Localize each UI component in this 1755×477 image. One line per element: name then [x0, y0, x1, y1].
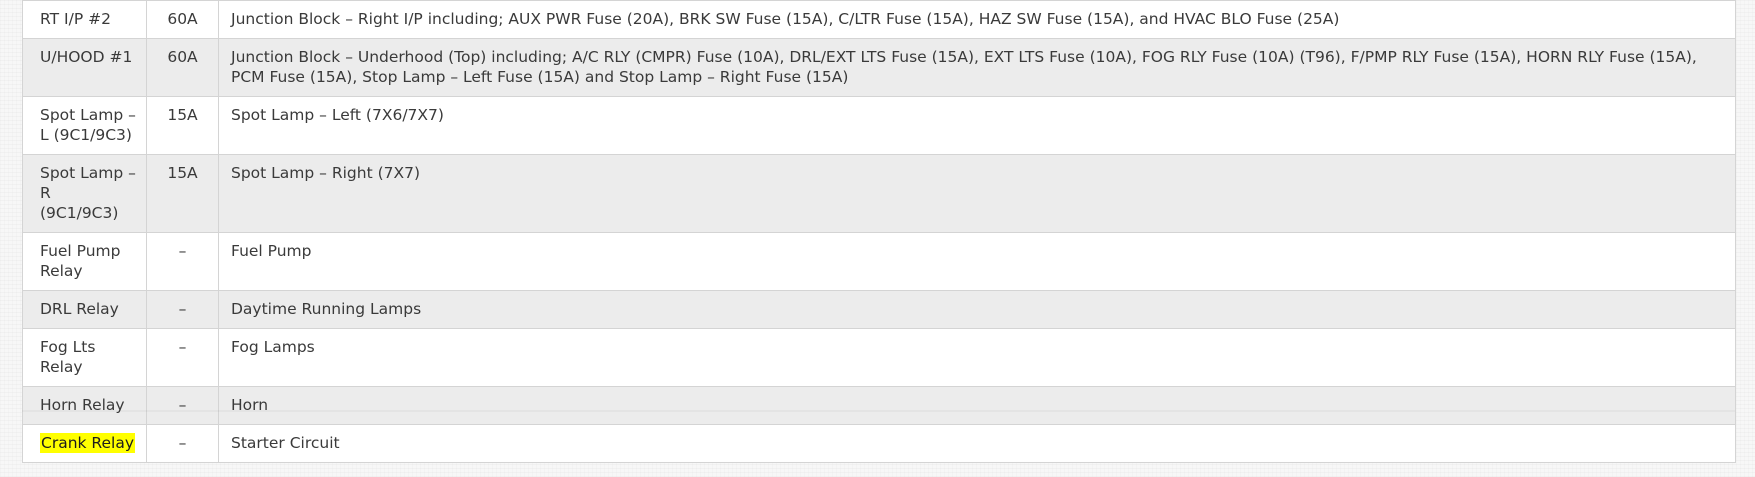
circuit-name-line: DRL Relay	[40, 300, 119, 318]
circuit-name-line: L (9C1/9C3)	[40, 126, 132, 144]
table-row: Fog Lts Relay – Fog Lamps	[22, 328, 1736, 387]
circuit-name-line: Fuel Pump	[40, 242, 121, 260]
table-row: RT I/P #2 60A Junction Block – Right I/P i…	[22, 0, 1736, 39]
circuit-name-line: (9C1/9C3)	[40, 204, 119, 222]
cell-amperage: –	[146, 386, 219, 425]
cell-description: Junction Block – Right I/P including; AU…	[218, 0, 1736, 39]
cell-circuit-name: DRL Relay	[22, 290, 147, 329]
circuit-name-line: Fog Lts	[40, 338, 96, 356]
circuit-name-line: Horn Relay	[40, 396, 125, 414]
fuse-relay-table-body: RT I/P #2 60A Junction Block – Right I/P i…	[22, 0, 1736, 463]
fuse-relay-table: RT I/P #2 60A Junction Block – Right I/P i…	[22, 0, 1736, 463]
cell-description: Spot Lamp – Right (7X7)	[218, 154, 1736, 233]
circuit-name-line: Crank Relay	[40, 433, 136, 453]
cell-circuit-name: U/HOOD #1	[22, 38, 147, 97]
circuit-name-line: Spot Lamp –	[40, 164, 136, 182]
cell-amperage: 15A	[146, 96, 219, 155]
cell-amperage: –	[146, 328, 219, 387]
table-row: Spot Lamp – R (9C1/9C3) 15A Spot Lamp – Righ…	[22, 154, 1736, 233]
circuit-name-line: U/HOOD #1	[40, 48, 133, 66]
table-row: Crank Relay – Starter Circuit	[22, 424, 1736, 463]
cell-description: Daytime Running Lamps	[218, 290, 1736, 329]
cell-circuit-name: Crank Relay	[22, 424, 147, 463]
table-row: Fuel Pump Relay – Fuel Pump	[22, 232, 1736, 291]
cell-amperage: 60A	[146, 38, 219, 97]
table-row: U/HOOD #1 60A Junction Block – Underhood (…	[22, 38, 1736, 97]
cell-circuit-name: Spot Lamp – R (9C1/9C3)	[22, 154, 147, 233]
circuit-name-line: Spot Lamp –	[40, 106, 136, 124]
cell-circuit-name: Fog Lts Relay	[22, 328, 147, 387]
cell-circuit-name: Fuel Pump Relay	[22, 232, 147, 291]
cell-description: Junction Block – Underhood (Top) includi…	[218, 38, 1736, 97]
cell-circuit-name: RT I/P #2	[22, 0, 147, 39]
cell-amperage: 60A	[146, 0, 219, 39]
sheet-bottom-edge	[22, 410, 1735, 412]
cell-circuit-name: Spot Lamp – L (9C1/9C3)	[22, 96, 147, 155]
cell-description: Horn	[218, 386, 1736, 425]
cell-description: Starter Circuit	[218, 424, 1736, 463]
table-row: Spot Lamp – L (9C1/9C3) 15A Spot Lamp – Lef…	[22, 96, 1736, 155]
cell-amperage: –	[146, 232, 219, 291]
cell-amperage: –	[146, 424, 219, 463]
circuit-name-line: Relay	[40, 262, 83, 280]
cell-circuit-name: Horn Relay	[22, 386, 147, 425]
highlighted-text: Crank Relay	[40, 433, 136, 453]
table-row: DRL Relay – Daytime Running Lamps	[22, 290, 1736, 329]
cell-description: Fuel Pump	[218, 232, 1736, 291]
cell-description: Fog Lamps	[218, 328, 1736, 387]
cell-amperage: 15A	[146, 154, 219, 233]
cell-description: Spot Lamp – Left (7X6/7X7)	[218, 96, 1736, 155]
cell-amperage: –	[146, 290, 219, 329]
circuit-name-line: RT I/P #2	[40, 10, 111, 28]
table-row: Horn Relay – Horn	[22, 386, 1736, 425]
circuit-name-line: R	[40, 184, 51, 202]
circuit-name-line: Relay	[40, 358, 83, 376]
